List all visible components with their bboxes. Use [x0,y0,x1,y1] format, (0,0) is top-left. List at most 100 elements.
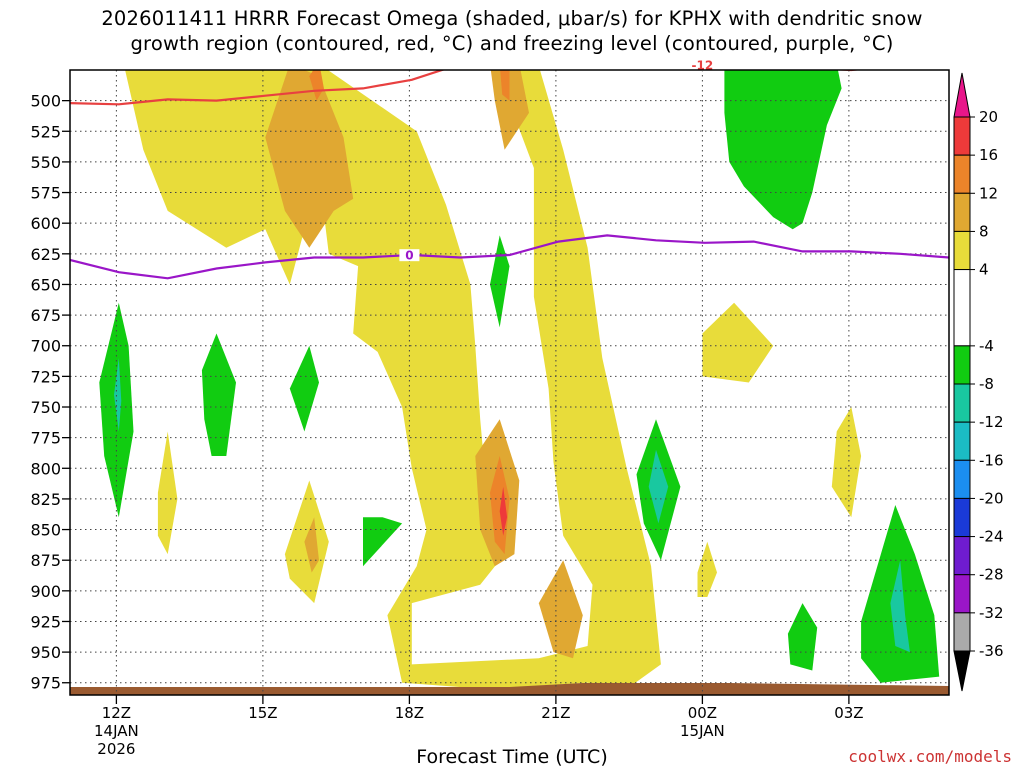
colorbar-label: 8 [979,222,989,240]
y-tick-label: 600 [30,214,61,233]
x-tick-date: 15JAN [680,722,725,740]
omega-region-down-18 [289,345,319,432]
colorbar-bin [953,574,971,614]
omega-region-down-25 [648,449,669,524]
colorbar-bin [953,383,971,423]
colorbar-bin [953,345,971,385]
y-tick-label: 775 [30,429,61,448]
omega-region-up-11 [309,70,324,101]
omega-region-up-2 [831,407,862,518]
colorbar-bin [953,154,971,194]
title-line-1: 2026011411 HRRR Forecast Omega (shaded, … [101,7,923,30]
dgz-contour-label: -12 [692,59,714,73]
colorbar-label: -12 [979,413,1004,431]
omega-shading-layer [99,70,940,689]
colorbar-label: 20 [979,108,998,126]
y-tick-label: 725 [30,367,61,386]
x-tick-label: 21Z [541,704,570,722]
x-tick-date: 14JAN [94,722,139,740]
omega-region-up-10 [304,517,319,573]
x-tick-label: 03Z [834,704,863,722]
colorbar-label: -28 [979,566,1004,584]
y-tick-label: 900 [30,582,61,601]
colorbar-label: -20 [979,489,1004,507]
omega-region-up-6 [265,70,354,248]
omega-region-up-0 [125,70,661,689]
omega-region-down-15 [724,70,842,230]
title-line-2: growth region (contoured, red, °C) and f… [130,32,894,55]
x-tick-label: 18Z [395,704,424,722]
y-tick-label: 875 [30,551,61,570]
omega-region-down-20 [490,235,510,328]
colorbar-label: -4 [979,337,994,355]
y-tick-label: 850 [30,521,61,540]
contour-labels: 0 -12 [399,59,713,263]
colorbar-bin [953,269,971,347]
chart-title: 2026011411 HRRR Forecast Omega (shaded, … [0,6,1024,56]
colorbar-label: 12 [979,184,998,202]
dgz-minus12-contour [70,70,863,106]
omega-region-up-12 [500,70,510,101]
colorbar-bin [953,230,971,271]
omega-region-down-17 [201,333,236,456]
freezing-level-label-bg [399,249,420,262]
y-tick-label: 925 [30,612,61,631]
dgz-contour-label-bg [692,59,713,72]
y-tick-label: 575 [30,184,61,203]
omega-region-down-19 [363,517,403,567]
pressure-axis: 500 525 550 575 600 625 650 675 700 725 750 775 800 8… [30,92,70,693]
y-tick-label: 650 [30,275,61,294]
colorbar-label: 4 [979,261,989,279]
colorbar-bin [953,116,971,156]
colorbar: 20 16 12 8 4 -4 -8 -12 -16 -20 -24 -28 -32 -36 [953,72,1004,692]
y-tick-label: 825 [30,490,61,509]
y-tick-label: 975 [30,674,61,693]
colorbar-arrow-bottom [953,650,971,692]
grid-layer [70,70,949,695]
omega-region-up-13 [490,456,510,555]
omega-region-down-22 [787,603,818,671]
omega-region-up-7 [490,70,529,150]
y-tick-label: 525 [30,122,61,141]
colorbar-bin [953,612,971,652]
x-axis-label: Forecast Time (UTC) [416,746,608,768]
colorbar-label: -32 [979,604,1004,622]
y-tick-label: 625 [30,245,61,264]
colorbar-label: -8 [979,375,994,393]
y-tick-label: 750 [30,398,61,417]
x-tick-label: 00Z [688,704,717,722]
omega-region-up-14 [499,486,508,536]
x-tick-label: 15Z [248,704,277,722]
colorbar-arrow-top [953,72,971,118]
terrain-fill [70,683,949,695]
y-tick-label: 550 [30,153,61,172]
y-tick-label: 800 [30,459,61,478]
colorbar-bin [953,536,971,576]
y-tick-label: 700 [30,337,61,356]
colorbar-label: -16 [979,451,1004,469]
omega-region-up-9 [538,560,583,659]
terrain-layer [70,683,949,695]
colorbar-bin [953,459,971,499]
y-tick-label: 500 [30,92,61,111]
contour-layer [70,70,949,280]
omega-region-down-24 [114,358,122,432]
colorbar-label: 16 [979,146,998,164]
x-tick-label: 12Z [102,704,131,722]
omega-region-up-4 [157,431,178,555]
plot-frame [69,69,950,696]
colorbar-bin [953,497,971,538]
x-tick-year: 2026 [97,740,135,758]
y-tick-label: 675 [30,306,61,325]
omega-region-down-26 [890,560,910,653]
colorbar-bin [953,192,971,232]
omega-region-up-3 [697,541,717,597]
freezing-level-label: 0 [405,249,413,263]
colorbar-bin [953,421,971,461]
colorbar-label: -24 [979,528,1004,546]
colorbar-label: -36 [979,642,1004,660]
omega-region-up-1 [702,302,774,383]
credit-text: coolwx.com/models [848,747,1012,766]
